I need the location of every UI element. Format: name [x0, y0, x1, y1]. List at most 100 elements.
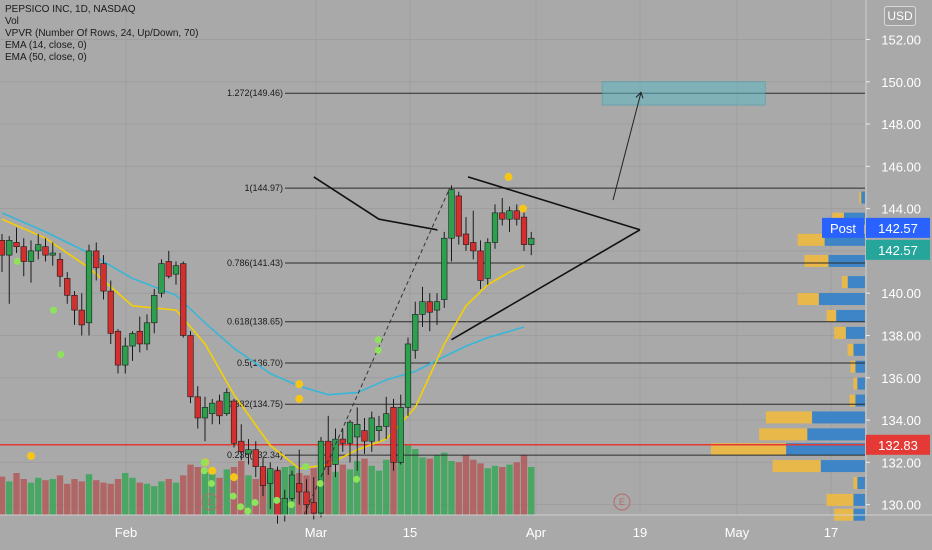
- price-tag-value: 142.57: [878, 243, 918, 258]
- volume-bar: [42, 480, 49, 515]
- volume-bar: [441, 452, 448, 515]
- candle-body: [238, 440, 245, 453]
- candle-body: [13, 242, 20, 247]
- candle-body: [368, 417, 375, 442]
- volume-bar: [0, 476, 6, 515]
- volume-bar: [528, 467, 535, 515]
- fib-level-label: 0.618(138.65): [227, 317, 283, 327]
- price-tag-value: 142.57: [878, 221, 918, 236]
- currency-button[interactable]: USD: [884, 6, 916, 26]
- vpvr-up-bar: [861, 191, 865, 204]
- fib-level-label: 1(144.97): [244, 183, 283, 193]
- candle-body: [129, 333, 136, 347]
- projection-arrow: [612, 92, 642, 201]
- vpvr-down-bar: [797, 293, 819, 306]
- candles: [0, 185, 535, 524]
- volume-bar: [332, 471, 339, 515]
- tag-label-bg: [822, 217, 864, 238]
- vpvr-down-bar: [711, 443, 787, 456]
- time-axis[interactable]: Feb Mar 15 Apr 19 May 17: [0, 514, 932, 540]
- legend-ema14[interactable]: EMA (14, close, 0): [5, 40, 87, 51]
- fib-level-label: 0.382(134.75): [227, 399, 283, 409]
- green-marker: [287, 501, 295, 509]
- vpvr-down-bar: [847, 343, 854, 356]
- candle-body: [412, 314, 419, 351]
- vpvr-down-bar: [765, 411, 813, 424]
- green-marker: [229, 492, 237, 500]
- vpvr-up-bar: [857, 377, 865, 390]
- green-marker: [208, 479, 215, 487]
- volume-bar: [158, 481, 165, 515]
- vpvr-down-bar: [797, 233, 825, 246]
- candle-body: [419, 301, 426, 315]
- volume-bar: [426, 458, 433, 515]
- price-axis-bg: [866, 0, 932, 550]
- candle-body: [317, 440, 325, 514]
- price-tick-label: 130.00: [881, 498, 921, 513]
- fib-level-label: 1.272(149.46): [227, 88, 283, 98]
- yellow-marker: [230, 473, 238, 482]
- candle-body: [187, 335, 194, 398]
- vpvr-up-bar: [847, 276, 865, 289]
- green-marker: [302, 463, 310, 471]
- volume-bar: [49, 479, 56, 515]
- candle-body: [404, 343, 412, 408]
- volume-bar: [477, 463, 484, 515]
- volume-bar: [107, 483, 114, 515]
- candle-body: [35, 244, 42, 252]
- fibonacci-retracement[interactable]: 1.272(149.46) 1(144.97) 0.786(141.43) 0.618…: [227, 88, 865, 460]
- legend-vol[interactable]: Vol: [5, 16, 19, 27]
- volume-bar: [194, 467, 201, 515]
- candle-body: [209, 402, 216, 415]
- volume-bar: [143, 483, 151, 515]
- candle-body: [426, 301, 433, 313]
- vpvr-down-bar: [804, 254, 829, 267]
- green-marker: [200, 467, 208, 475]
- candle-body: [201, 407, 209, 419]
- volume-bar: [448, 461, 455, 515]
- yellow-marker: [504, 172, 513, 181]
- volume-bar: [223, 469, 230, 515]
- tag-label: Post: [830, 221, 856, 236]
- volume-bar: [484, 468, 491, 515]
- earnings-icon: [613, 493, 631, 511]
- vpvr-up-bar: [855, 394, 865, 407]
- volume-bar: [404, 445, 412, 515]
- green-marker: [200, 458, 208, 466]
- candle-body: [114, 330, 122, 366]
- legend-vpvr[interactable]: VPVR (Number Of Rows, 24, Up/Down, 70): [5, 28, 199, 39]
- candle-body: [223, 392, 230, 415]
- vpvr-up-bar: [845, 326, 865, 339]
- time-tick-label: 19: [633, 525, 647, 540]
- time-tick-label: 15: [403, 525, 417, 540]
- symbol-title[interactable]: PEPSICO INC, 1D, NASDAQ: [5, 4, 136, 15]
- candle-body: [520, 216, 528, 245]
- candle-body: [71, 295, 78, 311]
- volume-bar: [27, 482, 35, 515]
- volume-bar: [201, 471, 209, 515]
- vpvr-down-bar: [850, 360, 856, 373]
- earnings-label: E: [619, 497, 625, 507]
- candle-body: [332, 438, 339, 465]
- candle-body: [20, 246, 27, 262]
- green-marker: [316, 479, 324, 487]
- volume-bar: [412, 449, 419, 515]
- candle-body: [491, 212, 499, 243]
- candle-body: [78, 309, 85, 326]
- legend-ema50[interactable]: EMA (50, close, 0): [5, 52, 87, 63]
- green-marker: [353, 475, 360, 483]
- green-marker: [237, 503, 244, 511]
- vpvr-down-bar: [826, 493, 854, 506]
- price-axis[interactable]: 152.00150.00148.00146.00144.00142.00140.…: [865, 0, 932, 550]
- volume-bar: [172, 482, 180, 515]
- candle-body: [288, 474, 296, 499]
- volume-bar: [13, 473, 20, 515]
- volume-bar: [56, 475, 64, 515]
- volume-bar: [390, 457, 397, 515]
- volume-bar: [129, 477, 136, 515]
- vpvr-down-bar: [859, 191, 862, 204]
- vpvr-up-bar: [818, 293, 865, 306]
- volume-bar: [361, 458, 368, 515]
